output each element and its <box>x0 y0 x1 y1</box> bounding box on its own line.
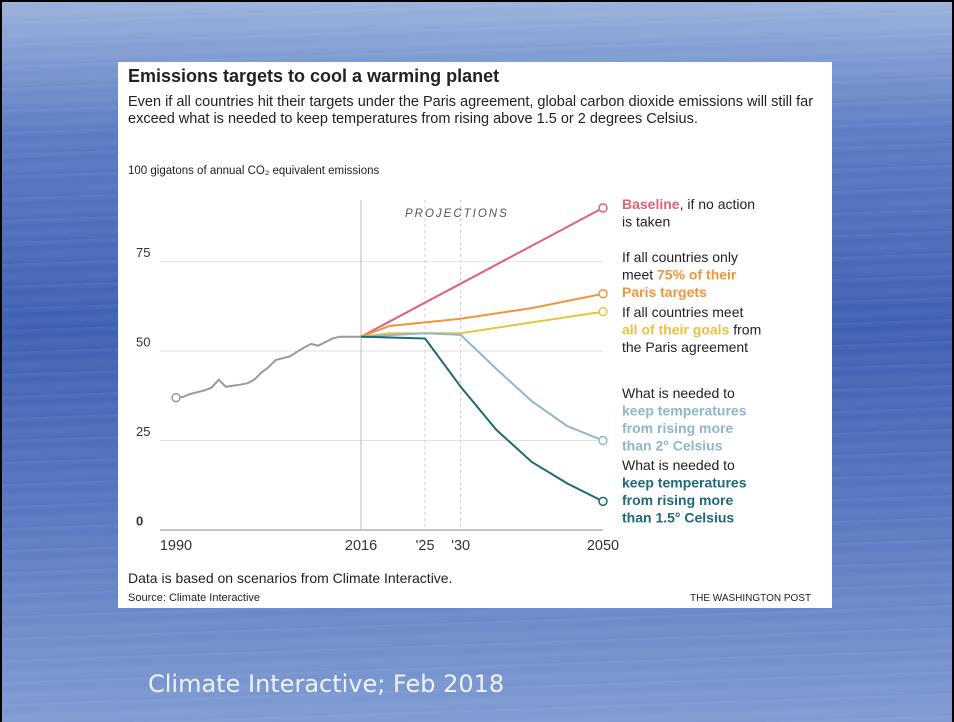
legend-label-part: from rising more <box>622 492 733 508</box>
legend-label: than 1.5° Celsius <box>622 509 734 525</box>
legend-label: What is needed to <box>622 385 735 401</box>
end-marker <box>598 496 608 507</box>
legend-label-part: If all countries meet <box>622 304 743 320</box>
y-tick-label: 25 <box>136 424 150 439</box>
credit: THE WASHINGTON POST <box>690 593 812 604</box>
end-marker <box>598 203 608 213</box>
legend-label: the Paris agreement <box>622 339 748 355</box>
x-tick-label: '25 <box>416 538 435 554</box>
legend-label-part: from rising more <box>622 420 733 436</box>
legend-label: from rising more <box>622 420 733 436</box>
x-tick-label: '30 <box>451 538 470 554</box>
end-marker <box>598 306 608 317</box>
legend-label: If all countries only <box>622 249 738 265</box>
y-tick-label: 75 <box>136 245 150 260</box>
legend-label: than 2° Celsius <box>622 437 723 453</box>
end-marker <box>598 435 608 446</box>
legend-label-part: If all countries only <box>622 249 738 265</box>
chart-subtitle: Even if all countries hit their targets … <box>128 94 814 127</box>
legend-label: What is needed to <box>622 457 735 473</box>
caption: Climate Interactive; Feb 2018 <box>148 670 505 698</box>
legend-label: is taken <box>622 213 670 229</box>
legend-label: all of their goals from <box>622 321 761 337</box>
legend-label-part: What is needed to <box>622 457 735 473</box>
source: Source: Climate Interactive <box>128 592 261 604</box>
series-line <box>360 310 604 338</box>
note: Data is based on scenarios from Climate … <box>128 570 453 586</box>
legend-label-part: keep temperatures <box>622 402 747 418</box>
legend-label-part: , if no action <box>680 196 756 212</box>
x-tick-label: 2050 <box>587 538 619 554</box>
series-line <box>360 207 604 338</box>
y-tick-label: 50 <box>136 334 150 349</box>
y-tick-label: 0 <box>136 513 143 528</box>
legend-label-part: from <box>729 321 761 337</box>
legend-label-part: than 2° Celsius <box>622 437 723 453</box>
legend-label-part: Paris targets <box>622 284 707 300</box>
end-marker <box>598 289 608 299</box>
legend-label: If all countries meet <box>622 304 743 320</box>
legend-label: keep temperatures <box>622 474 747 490</box>
legend-label: meet 75% of their <box>622 266 737 282</box>
legend-label-part: the Paris agreement <box>622 339 748 355</box>
y-axis-label: 100 gigatons of annual CO₂ equivalent em… <box>128 165 380 177</box>
series-line <box>360 335 604 503</box>
x-tick-label: 2016 <box>345 538 377 554</box>
chart-title: Emissions targets to cool a warming plan… <box>128 66 500 86</box>
series-line <box>360 292 604 338</box>
legend-label: Paris targets <box>622 284 707 300</box>
x-tick-label: 1990 <box>160 538 192 554</box>
chart-panel <box>118 62 832 608</box>
annotation: PROJECTIONS <box>405 208 509 220</box>
legend-label-part: than 1.5° Celsius <box>622 509 734 525</box>
legend-label-part: all of their goals <box>622 321 730 337</box>
legend-label-part: keep temperatures <box>622 474 747 490</box>
legend-label-part: is taken <box>622 213 670 229</box>
end-marker <box>171 392 181 403</box>
legend-label: from rising more <box>622 492 733 508</box>
legend-label-part: Baseline <box>622 196 680 212</box>
series-line <box>360 332 604 442</box>
legend-label: Baseline, if no action <box>622 196 755 212</box>
legend-label-part: 75% of their <box>657 266 737 282</box>
legend-label-part: meet <box>622 266 657 282</box>
legend-label: keep temperatures <box>622 402 747 418</box>
series-line <box>175 335 361 399</box>
legend-label-part: What is needed to <box>622 385 735 401</box>
